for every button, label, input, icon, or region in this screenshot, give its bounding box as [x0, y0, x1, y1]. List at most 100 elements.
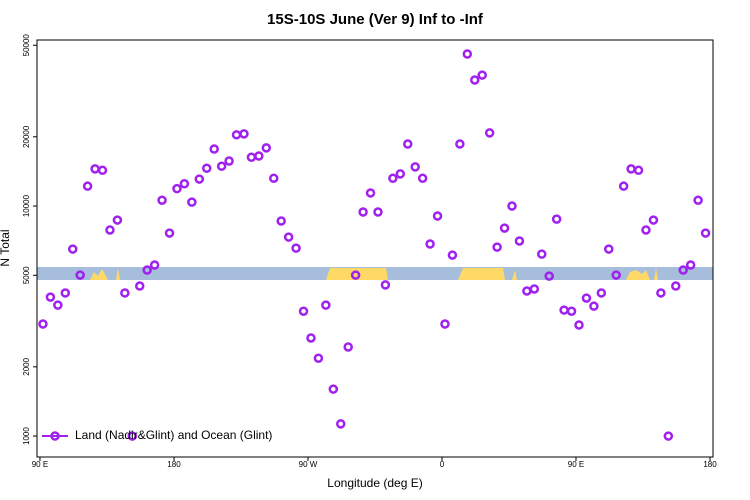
point	[239, 129, 249, 139]
legend-label: Land (Nadir&Glint) and Ocean (Glint)	[75, 428, 272, 442]
point	[462, 49, 473, 59]
x-tick-label: 0	[440, 460, 445, 469]
point	[484, 128, 495, 138]
point	[365, 188, 376, 198]
point	[261, 143, 272, 153]
y-tick-label: 2000	[22, 357, 31, 375]
legend-marker	[50, 431, 60, 441]
point	[589, 301, 599, 311]
point	[321, 300, 331, 310]
point	[663, 431, 674, 441]
point	[216, 161, 227, 171]
point	[671, 281, 681, 291]
point	[477, 70, 487, 80]
point	[224, 156, 234, 166]
point	[514, 236, 525, 246]
point	[544, 271, 554, 281]
point	[82, 181, 93, 191]
point	[75, 270, 85, 280]
x-tick-label: 180	[703, 460, 717, 469]
point	[45, 292, 56, 302]
point	[313, 353, 324, 363]
point	[447, 250, 458, 260]
point	[537, 249, 547, 259]
point	[551, 214, 562, 224]
point	[648, 215, 659, 225]
point	[343, 342, 353, 352]
point	[67, 244, 78, 254]
point	[693, 195, 703, 205]
point	[172, 183, 182, 194]
point	[574, 320, 584, 330]
point	[566, 306, 577, 316]
point	[127, 431, 138, 441]
point	[53, 300, 63, 310]
point	[298, 306, 309, 316]
point	[633, 165, 644, 176]
point	[395, 169, 406, 179]
point	[336, 419, 346, 429]
x-tick-label: 90 E	[568, 460, 584, 469]
x-tick-label: 90 E	[32, 460, 48, 469]
point	[618, 181, 629, 191]
point	[388, 173, 398, 184]
point	[529, 284, 540, 294]
y-tick-label: 1000	[22, 427, 31, 445]
point	[231, 130, 242, 140]
point	[134, 281, 145, 291]
point	[522, 286, 532, 296]
point	[604, 244, 614, 254]
y-tick-label: 50000	[22, 34, 31, 57]
point	[656, 288, 666, 298]
point	[306, 333, 316, 343]
point	[142, 265, 152, 275]
y-tick-label: 5000	[22, 266, 31, 284]
point	[90, 164, 100, 174]
x-axis-label: Longitude (deg E)	[327, 476, 422, 490]
y-axis-label: N Total	[0, 229, 12, 266]
y-tick-label: 20000	[22, 125, 31, 148]
point	[380, 280, 391, 290]
point	[700, 228, 711, 238]
point	[276, 216, 286, 226]
point	[291, 243, 301, 253]
point	[492, 242, 502, 252]
point	[358, 207, 368, 217]
point	[179, 178, 190, 189]
point	[470, 75, 480, 85]
point	[38, 319, 48, 329]
point	[209, 144, 219, 154]
point	[425, 239, 435, 249]
point	[268, 173, 279, 184]
point	[149, 260, 160, 270]
point	[417, 173, 428, 184]
point	[112, 215, 123, 225]
map-strip	[37, 267, 713, 280]
point	[350, 270, 361, 280]
point	[581, 293, 592, 303]
point	[559, 305, 569, 315]
point	[328, 384, 339, 394]
y-tick-label: 10000	[22, 194, 31, 217]
point	[246, 152, 257, 162]
point	[187, 197, 197, 207]
point	[440, 319, 450, 329]
point	[455, 139, 465, 149]
point	[507, 201, 517, 211]
chart-title: 15S-10S June (Ver 9) Inf to -Inf	[267, 11, 484, 28]
point	[373, 207, 383, 217]
point	[60, 288, 71, 298]
point	[403, 139, 413, 149]
point	[626, 164, 636, 174]
point	[678, 265, 688, 275]
point	[611, 270, 621, 280]
point	[157, 195, 167, 205]
point	[254, 151, 264, 161]
x-tick-label: 90 W	[299, 460, 318, 469]
point	[432, 211, 443, 221]
point	[499, 223, 510, 233]
point	[283, 232, 294, 242]
point	[194, 174, 205, 184]
point	[164, 228, 175, 238]
